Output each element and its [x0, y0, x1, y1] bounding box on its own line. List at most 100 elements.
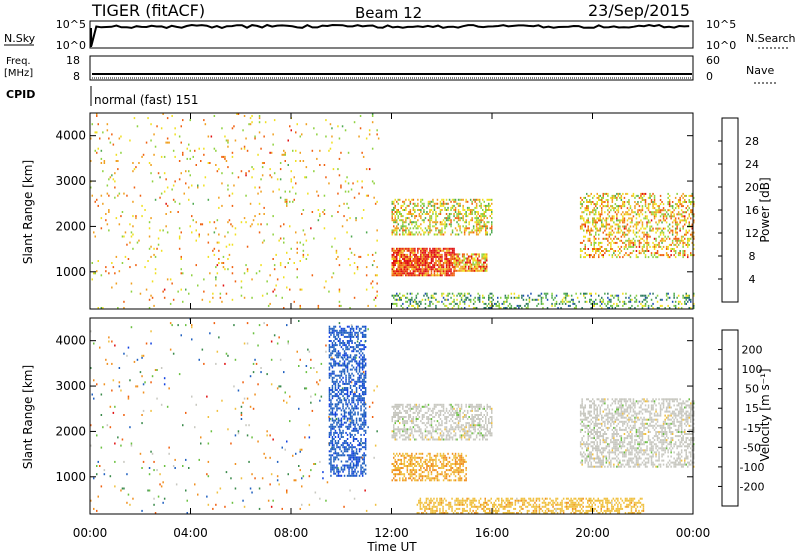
power-cell	[185, 182, 187, 185]
power-cell	[448, 253, 451, 256]
power-cell	[251, 166, 253, 169]
velocity-cell	[450, 432, 452, 435]
velocity-cell	[364, 489, 366, 492]
velocity-cell	[589, 420, 591, 423]
power-cell	[475, 233, 478, 236]
power-cell	[411, 264, 413, 267]
power-cell	[595, 252, 597, 255]
power-cell	[596, 248, 598, 250]
power-cell	[147, 117, 149, 120]
power-cell	[458, 261, 461, 264]
velocity-cell	[456, 407, 458, 410]
power-cell	[593, 254, 595, 257]
power-cell	[690, 307, 692, 309]
power-cell	[245, 194, 247, 197]
power-cell	[682, 296, 684, 299]
power-cell	[219, 292, 222, 295]
power-cell	[579, 292, 582, 295]
power-cell	[249, 123, 252, 126]
power-cell	[593, 194, 595, 197]
power-cell	[653, 215, 656, 218]
power-cell	[445, 262, 448, 264]
power-cell	[403, 260, 406, 262]
power-cell	[616, 223, 618, 226]
power-cell	[641, 213, 644, 216]
power-cell	[680, 215, 683, 218]
power-cell	[480, 225, 482, 228]
velocity-cell	[427, 460, 430, 463]
power-cell	[469, 213, 472, 215]
power-cell	[690, 201, 692, 203]
power-cell	[476, 261, 479, 264]
power-cell	[180, 272, 182, 275]
power-cell	[295, 149, 297, 152]
power-cell	[596, 196, 598, 199]
power-cell	[353, 196, 356, 199]
power-cell	[115, 282, 118, 285]
velocity-cell	[420, 458, 422, 461]
power-cell	[171, 115, 173, 117]
power-cell	[325, 135, 327, 138]
power-cell	[420, 260, 422, 262]
power-cell	[313, 170, 315, 173]
power-cell	[423, 270, 425, 273]
power-cell	[667, 235, 669, 238]
power-cell	[664, 239, 666, 242]
power-cell	[403, 270, 406, 273]
velocity-cell	[168, 387, 170, 390]
power-cell	[497, 300, 499, 303]
velocity-cell	[90, 367, 92, 369]
power-cell	[453, 274, 455, 277]
power-cell	[474, 229, 476, 232]
power-cell	[677, 207, 680, 210]
power-cell	[228, 253, 231, 256]
power-cell	[414, 211, 416, 213]
velocity-cell	[276, 387, 279, 390]
velocity-cell	[474, 430, 476, 433]
power-cell	[402, 209, 404, 211]
power-cell	[598, 229, 600, 232]
power-cell	[473, 267, 476, 270]
velocity-cell	[420, 430, 422, 433]
power-cell	[626, 254, 629, 257]
power-cell	[631, 252, 633, 255]
power-cell	[655, 203, 657, 206]
velocity-cell	[411, 418, 413, 420]
power-cell	[646, 248, 648, 250]
power-cell	[593, 219, 595, 222]
power-cell	[604, 211, 606, 214]
power-cell	[462, 198, 464, 201]
velocity-cell	[474, 428, 476, 431]
power-cell	[635, 203, 638, 206]
power-cell	[595, 302, 597, 305]
power-cell	[430, 249, 433, 252]
velocity-cell	[123, 352, 125, 355]
velocity-cell	[109, 475, 112, 478]
power-cell	[423, 219, 425, 222]
velocity-cell	[427, 473, 430, 476]
power-cell	[590, 192, 592, 195]
velocity-cell	[414, 405, 416, 408]
power-cell	[626, 211, 629, 214]
power-cell	[682, 243, 684, 246]
power-cell	[307, 192, 309, 195]
velocity-cell	[399, 469, 401, 472]
power-cell	[688, 215, 690, 218]
velocity-cell	[453, 479, 455, 482]
velocity-cell	[471, 403, 473, 406]
power-cell	[433, 264, 436, 267]
power-cell	[150, 123, 152, 126]
velocity-cell	[457, 405, 460, 408]
power-cell	[641, 225, 644, 228]
power-cell	[426, 270, 428, 273]
velocity-cell	[400, 434, 402, 437]
power-cell	[356, 266, 359, 269]
velocity-cell	[430, 434, 433, 437]
power-cell	[652, 241, 654, 244]
power-cell	[150, 255, 152, 258]
velocity-cell	[463, 428, 466, 431]
velocity-cell	[480, 434, 482, 437]
power-cell	[617, 225, 620, 228]
velocity-cell	[465, 434, 467, 437]
power-cell	[484, 253, 486, 256]
